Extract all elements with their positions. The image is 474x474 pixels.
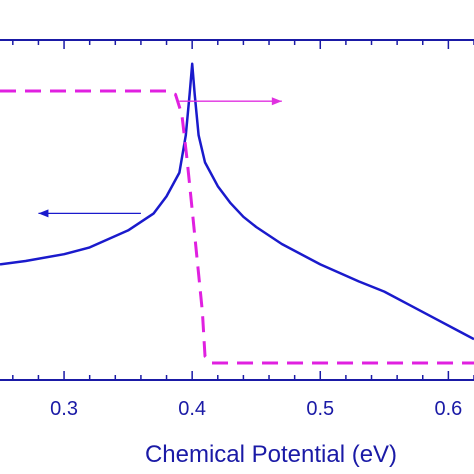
- series-layer: [0, 62, 474, 365]
- x-tick-label: 0.3: [50, 398, 78, 420]
- left-arrow-head: [38, 209, 49, 218]
- x-tick-label: 0.4: [178, 398, 206, 420]
- plot-frame: [0, 39, 474, 381]
- x-tick-label: 0.5: [306, 398, 334, 420]
- x-axis: 0.3 0.4 0.5 0.6: [12, 40, 474, 420]
- blue-solid-series-line: [0, 62, 474, 341]
- right-arrow-head: [271, 97, 282, 106]
- magenta-dashed-series-line: [0, 89, 474, 365]
- annotation-layer: [38, 97, 282, 218]
- x-axis-title: Chemical Potential (eV): [145, 441, 397, 468]
- x-tick-label: 0.6: [434, 398, 462, 420]
